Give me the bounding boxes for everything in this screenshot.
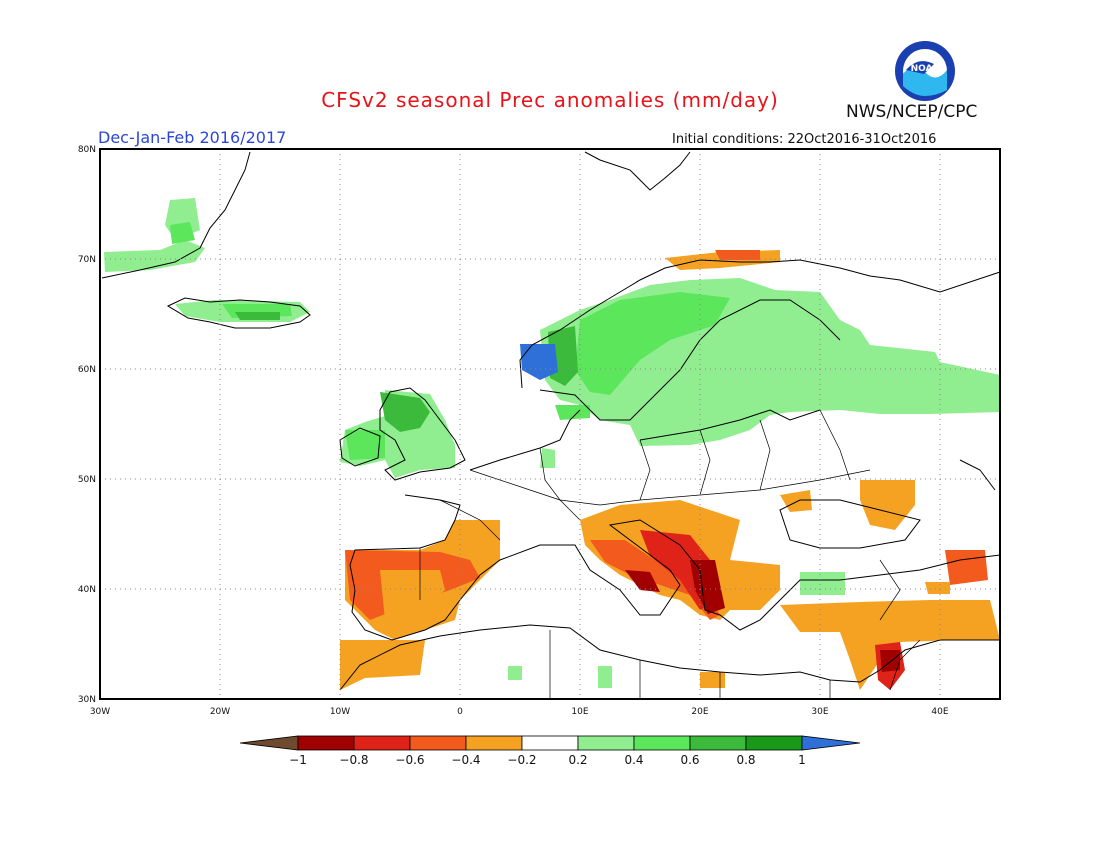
colorbar-tick-label: −0.6 (395, 753, 424, 767)
coastlines (101, 151, 1001, 700)
colorbar-segment (633, 735, 691, 751)
lat-tick-label: 60N (78, 365, 96, 375)
noaa-logo-icon: NOAA (895, 41, 955, 101)
colorbar-tick-label: −0.4 (451, 753, 480, 767)
colorbar-segment (521, 735, 579, 751)
colorbar-segment (297, 735, 355, 751)
lat-tick-label: 40N (78, 585, 96, 595)
colorbar-segment-high (801, 735, 861, 751)
colorbar-tick-label: 1 (798, 753, 806, 767)
anomaly-patch-turkey (780, 490, 812, 512)
lon-tick-label: 10W (330, 707, 350, 717)
lat-tick-label: 30N (78, 695, 96, 705)
lon-tick-label: 0 (457, 707, 463, 717)
lat-tick-label: 80N (78, 145, 96, 155)
latitude-labels: 30N 40N 50N 60N 70N 80N (78, 145, 96, 705)
colorbar-segment (353, 735, 411, 751)
colorbar-tick-label: −0.2 (507, 753, 536, 767)
longitude-labels: 30W 20W 10W 0 10E 20E 30E 40E (90, 707, 949, 717)
map-frame (99, 148, 1001, 700)
colorbar (239, 735, 861, 751)
lat-tick-label: 70N (78, 255, 96, 265)
colorbar-segment (577, 735, 635, 751)
svg-text:NOAA: NOAA (911, 64, 940, 74)
colorbar-tick-label: 0.6 (680, 753, 699, 767)
colorbar-segment-low (239, 735, 299, 751)
lon-tick-label: 40E (931, 707, 948, 717)
colorbar-tick-label: −0.8 (339, 753, 368, 767)
colorbar-tick-label: 0.4 (624, 753, 643, 767)
colorbar-segment (409, 735, 467, 751)
forecast-period: Dec-Jan-Feb 2016/2017 (98, 128, 287, 147)
colorbar-tick-labels: −1 −0.8 −0.6 −0.4 −0.2 0.2 0.4 0.6 0.8 1 (289, 753, 806, 767)
anomaly-patch-norway-coast (520, 344, 558, 380)
graticule (100, 149, 1000, 699)
colorbar-tick-label: 0.8 (736, 753, 755, 767)
lon-tick-label: 10E (571, 707, 588, 717)
lon-tick-label: 30E (811, 707, 828, 717)
colorbar-segment (465, 735, 523, 751)
organization-label: NWS/NCEP/CPC (846, 102, 978, 122)
lon-tick-label: 20W (210, 707, 230, 717)
colorbar-tick-label: −1 (289, 753, 307, 767)
lon-tick-label: 20E (691, 707, 708, 717)
initial-conditions: Initial conditions: 22Oct2016-31Oct2016 (672, 132, 937, 147)
anomaly-fields (104, 198, 1000, 690)
colorbar-segment (745, 735, 803, 751)
map-title: CFSv2 seasonal Prec anomalies (mm/day) (321, 88, 779, 112)
lat-tick-label: 50N (78, 475, 96, 485)
lon-tick-label: 30W (90, 707, 110, 717)
anomaly-patch-greenland (104, 240, 205, 272)
colorbar-tick-label: 0.2 (568, 753, 587, 767)
colorbar-segment (689, 735, 747, 751)
